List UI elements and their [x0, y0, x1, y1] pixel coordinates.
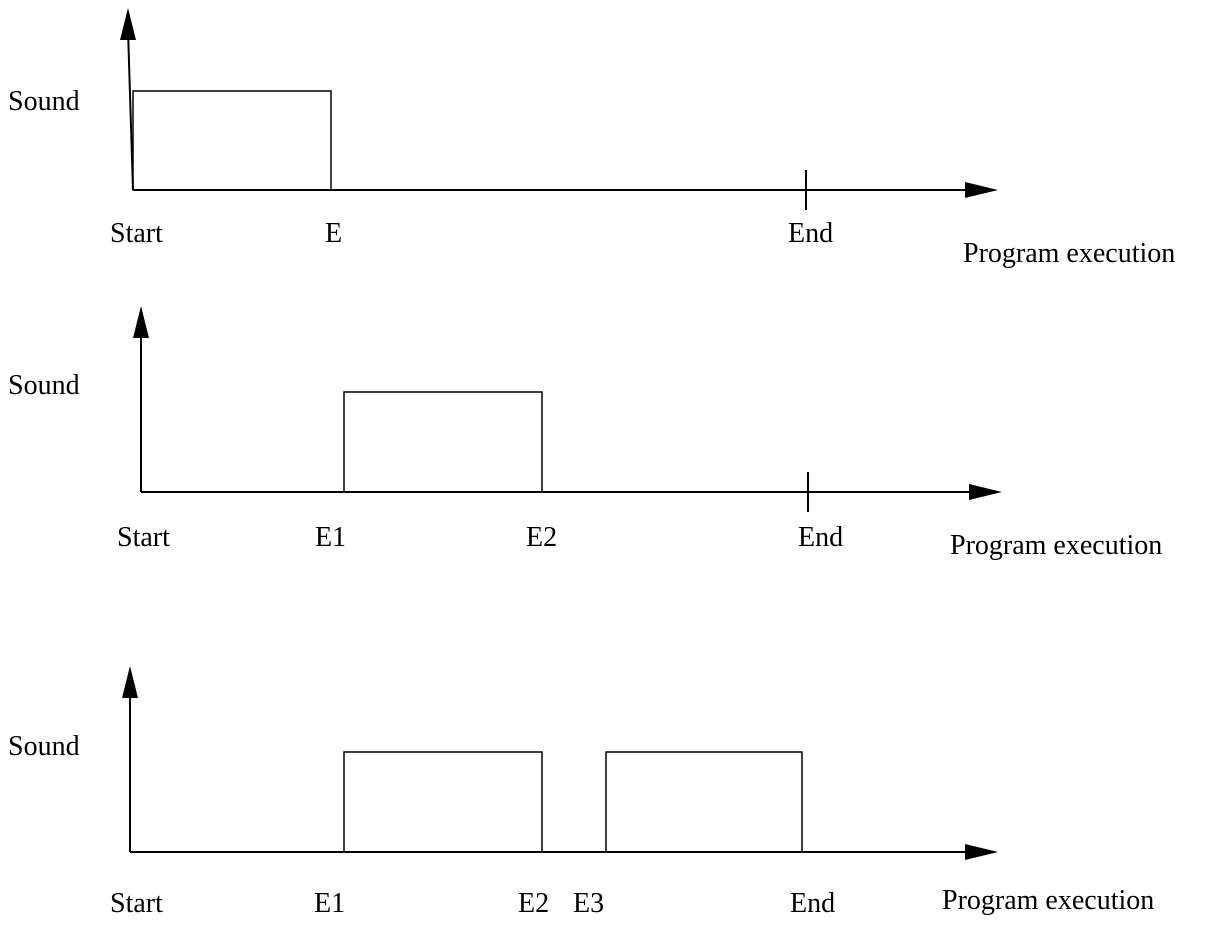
panel-2-tick-start: Start	[117, 522, 170, 553]
panel-2-tick-e2: E2	[526, 522, 557, 553]
panel-2-tick-e1: E1	[315, 522, 346, 553]
panel-2	[133, 306, 1002, 512]
panel-2-y-axis-arrowhead	[133, 306, 149, 338]
panel-1-y-label: Sound	[8, 86, 80, 117]
panel-3-tick-e1: E1	[314, 888, 345, 919]
panel-1	[120, 8, 998, 210]
panel-1-y-axis-arrowhead	[120, 8, 136, 40]
panel-3-tick-start: Start	[110, 888, 163, 919]
panel-2-sound-pulse	[343, 391, 543, 493]
panel-1-x-label: Program execution	[963, 238, 1175, 269]
panel-1-sound-pulse	[132, 90, 332, 191]
panel-1-x-axis-arrowhead	[965, 182, 998, 198]
panel-2-tick-end: End	[798, 522, 843, 553]
panel-3-tick-end: End	[790, 888, 835, 919]
panel-3-sound-pulse-2	[605, 751, 803, 853]
panel-2-x-label: Program execution	[950, 530, 1162, 561]
panel-3-tick-e2: E2	[518, 888, 549, 919]
panel-2-y-label: Sound	[8, 370, 80, 401]
panel-1-tick-start: Start	[110, 218, 163, 249]
panel-3-x-axis-arrowhead	[965, 844, 998, 860]
panel-2-x-axis-arrowhead	[969, 484, 1002, 500]
panel-3-tick-e3: E3	[573, 888, 604, 919]
panel-1-tick-e: E	[325, 218, 342, 249]
panel-1-y-axis	[127, 29, 134, 191]
panel-3-y-axis-arrowhead	[122, 666, 138, 698]
panel-3-sound-pulse-1	[343, 751, 543, 853]
panel-3	[122, 666, 998, 860]
panel-3-y-label: Sound	[8, 731, 80, 762]
panel-3-x-label: Program execution	[942, 885, 1154, 916]
panel-1-tick-end: End	[788, 218, 833, 249]
